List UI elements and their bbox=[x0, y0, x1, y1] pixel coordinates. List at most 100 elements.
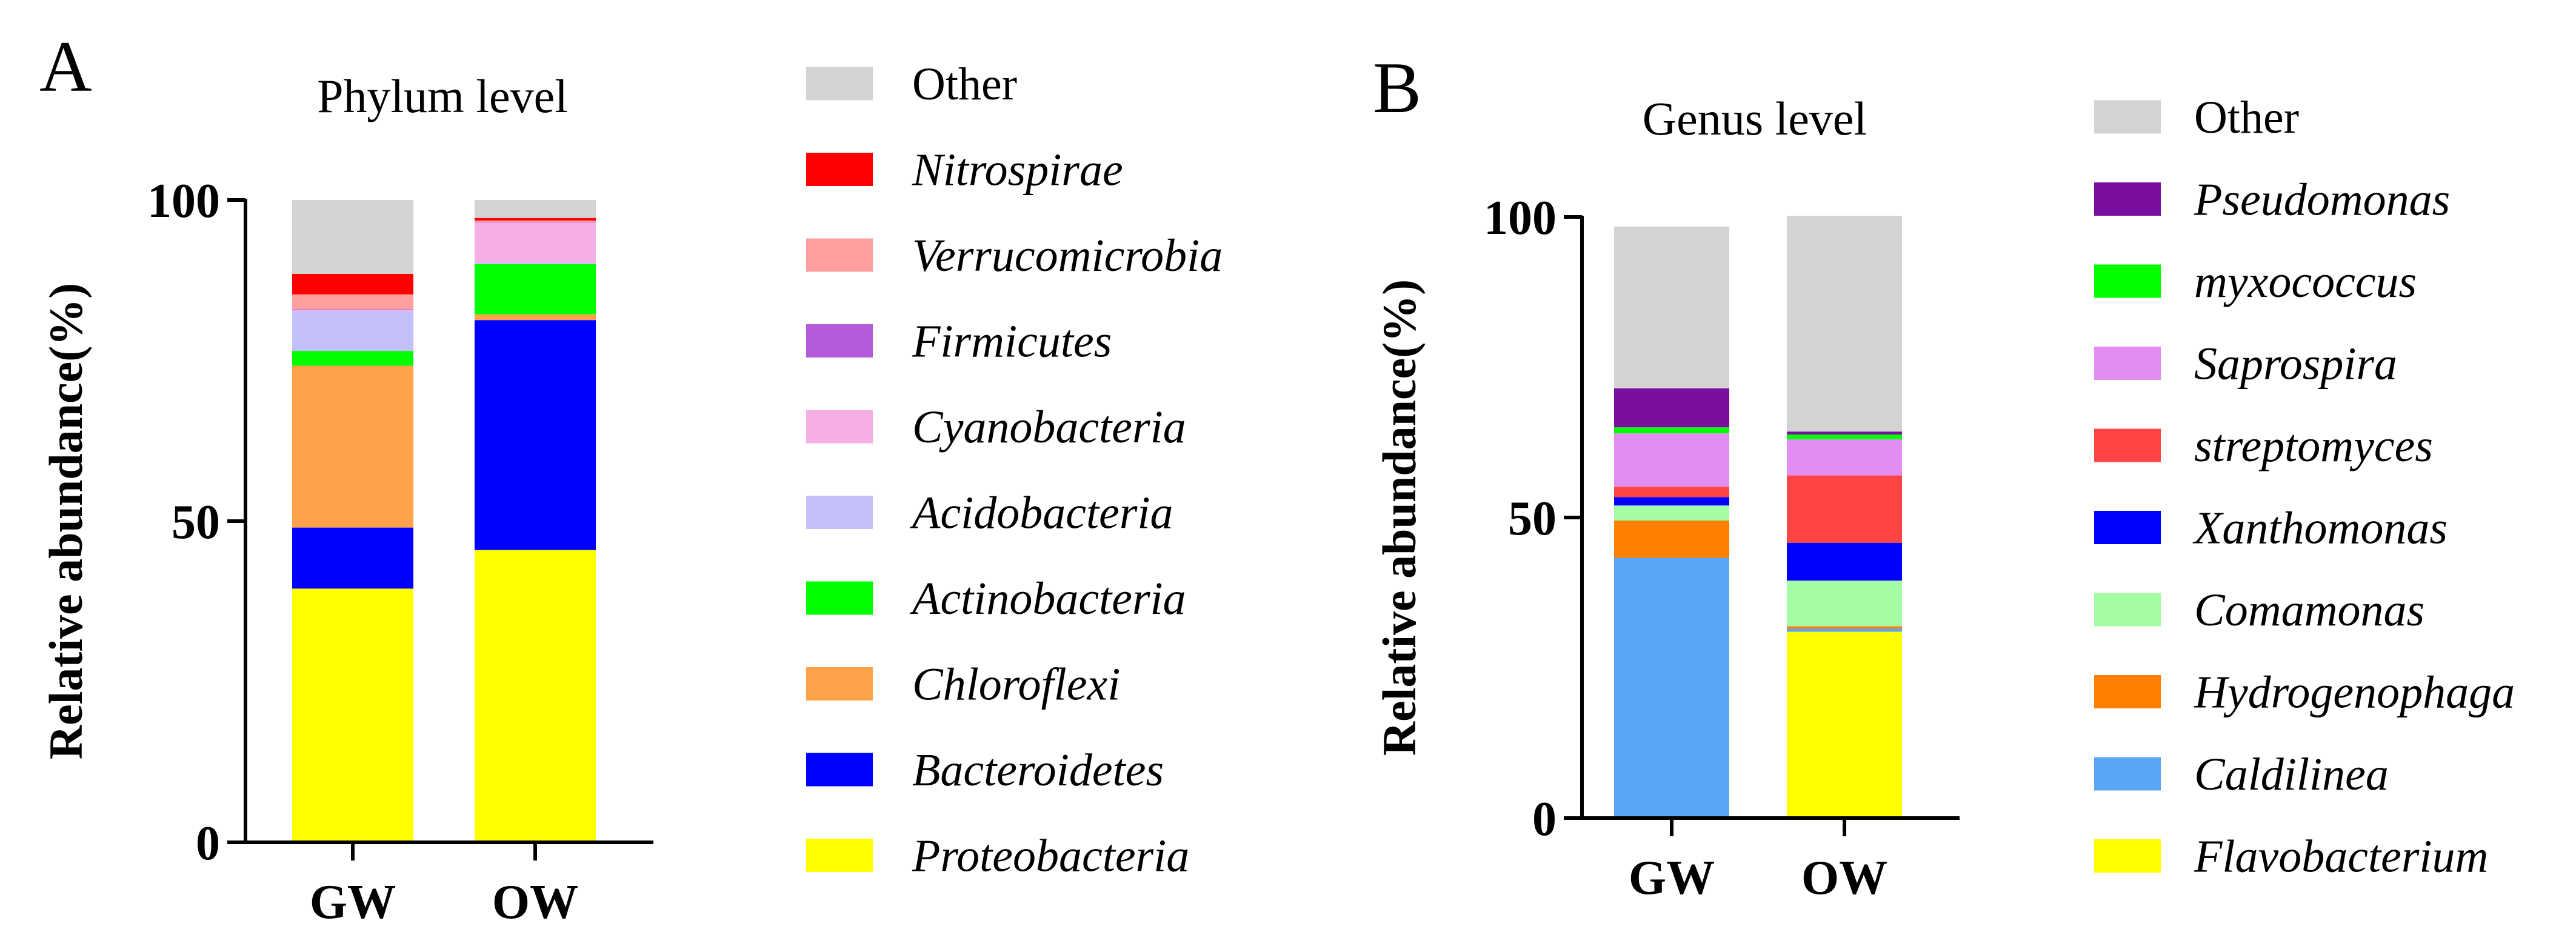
x-tick-label: OW bbox=[492, 876, 578, 929]
legend-item-actinobacteria: Actinobacteria bbox=[806, 573, 1186, 624]
y-tick-label: 0 bbox=[196, 817, 220, 870]
legend-swatch bbox=[2094, 593, 2161, 627]
bar-segment-gw-xanthomonas bbox=[1614, 497, 1729, 506]
legend-swatch bbox=[806, 410, 873, 444]
bar-segment-ow-other bbox=[475, 200, 596, 218]
bar-segment-gw-streptomyces bbox=[1614, 487, 1729, 498]
panel-letter: A bbox=[39, 26, 92, 107]
y-tick-label: 50 bbox=[172, 496, 220, 549]
legend-swatch bbox=[806, 67, 873, 101]
bar-segment-gw-myxococcus bbox=[1614, 427, 1729, 434]
legend-swatch bbox=[806, 153, 873, 186]
legend-swatch bbox=[2094, 100, 2161, 134]
legend-item-xanthomonas: Xanthomonas bbox=[2094, 503, 2448, 554]
legend-label: Caldilinea bbox=[2194, 749, 2389, 800]
legend-item-comamonas: Comamonas bbox=[2094, 585, 2424, 636]
legend-swatch bbox=[2094, 675, 2161, 708]
bar-segment-ow-myxococcus bbox=[1787, 434, 1902, 440]
legend-label: Xanthomonas bbox=[2192, 503, 2448, 554]
chart-panel-a: A Phylum level Relative abundance(%) GW OW 0 5… bbox=[39, 26, 1223, 929]
legend-label: Proteobacteria bbox=[912, 831, 1189, 882]
legend-label: Cyanobacteria bbox=[912, 402, 1186, 453]
bar-segment-ow-proteobacteria bbox=[475, 550, 596, 842]
y-tick-label: 0 bbox=[1532, 793, 1557, 846]
legend-label: Other bbox=[912, 59, 1017, 110]
bar-segment-ow-comamonas bbox=[1787, 581, 1902, 627]
legend-item-cyanobacteria: Cyanobacteria bbox=[806, 402, 1186, 453]
bar-segment-ow-actinobacteria bbox=[475, 264, 596, 315]
bar-segment-gw-actinobacteria bbox=[292, 351, 413, 366]
bar-segment-gw-comamonas bbox=[1614, 505, 1729, 521]
y-tick-label: 50 bbox=[1508, 492, 1557, 545]
legend-item-pseudomonas: Pseudomonas bbox=[2094, 175, 2450, 225]
bar-segment-gw-acidobacteria bbox=[292, 311, 413, 351]
bar-segment-gw-other bbox=[1614, 226, 1729, 388]
legend-item-flavobacterium: Flavobacterium bbox=[2094, 831, 2488, 882]
legend-item-nitrospirae: Nitrospirae bbox=[806, 145, 1123, 196]
panel-letter: B bbox=[1373, 47, 1421, 128]
bar-segment-gw-cyanobacteria bbox=[292, 310, 413, 311]
legend-swatch bbox=[806, 581, 873, 615]
legend-label: Other bbox=[2194, 92, 2299, 143]
legend-item-caldilinea: Caldilinea bbox=[2094, 749, 2389, 800]
legend-swatch bbox=[806, 667, 873, 701]
legend-swatch bbox=[806, 753, 873, 787]
bar-segment-gw-caldilinea bbox=[1614, 558, 1729, 817]
legend-label: Hydrogenophaga bbox=[2194, 667, 2515, 718]
bar-segment-ow-nitrospirae bbox=[475, 218, 596, 221]
bar-segment-gw-nitrospirae bbox=[292, 273, 413, 295]
y-axis-label: Relative abundance(%) bbox=[39, 283, 92, 759]
legend-item-streptomyces: streptomyces bbox=[2094, 421, 2433, 471]
x-tick-label: GW bbox=[310, 876, 396, 929]
bar-segment-ow-verrucomicrobia bbox=[475, 220, 596, 222]
bar-segment-gw-bacteroidetes bbox=[292, 527, 413, 589]
legend-swatch bbox=[2094, 428, 2161, 462]
legend-swatch bbox=[2094, 839, 2161, 873]
legend-item-saprospira: Saprospira bbox=[2094, 339, 2397, 390]
legend-item-other: Other bbox=[2094, 92, 2299, 143]
legend-item-other: Other bbox=[806, 59, 1017, 110]
x-tick-label: GW bbox=[1629, 851, 1715, 905]
bar-segment-gw-saprospira bbox=[1614, 433, 1729, 487]
legend-swatch bbox=[806, 324, 873, 358]
legend-label: Pseudomonas bbox=[2194, 175, 2450, 225]
bar-segment-gw-proteobacteria bbox=[292, 588, 413, 842]
chart-title: Phylum level bbox=[317, 70, 568, 122]
legend: Other Pseudomonas myxococcus Saprospira stre… bbox=[2094, 92, 2515, 882]
legend-swatch bbox=[806, 238, 873, 272]
bar-segment-ow-other bbox=[1787, 216, 1902, 432]
bar-segment-gw-verrucomicrobia bbox=[292, 294, 413, 310]
bar-segment-gw-firmicutes bbox=[292, 309, 413, 310]
y-tick-label: 100 bbox=[147, 175, 220, 228]
bar-segment-ow-flavobacterium bbox=[1787, 631, 1902, 818]
bar-segment-ow-pseudomonas bbox=[1787, 431, 1902, 435]
bar-segment-ow-bacteroidetes bbox=[475, 320, 596, 550]
bar-segment-gw-hydrogenophaga bbox=[1614, 520, 1729, 558]
legend-label: myxococcus bbox=[2194, 256, 2417, 307]
legend-swatch bbox=[2094, 264, 2161, 298]
legend-label: Comamonas bbox=[2194, 585, 2424, 636]
legend-item-chloroflexi: Chloroflexi bbox=[806, 659, 1120, 710]
legend-swatch bbox=[806, 496, 873, 529]
legend-item-acidobacteria: Acidobacteria bbox=[806, 488, 1173, 539]
x-tick-label: OW bbox=[1801, 851, 1887, 905]
legend-item-myxococcus: myxococcus bbox=[2094, 256, 2417, 307]
legend-swatch bbox=[806, 839, 873, 872]
legend-item-firmicutes: Firmicutes bbox=[806, 316, 1112, 367]
y-tick-label: 100 bbox=[1484, 191, 1557, 245]
legend-label: Firmicutes bbox=[912, 316, 1112, 367]
legend-swatch bbox=[2094, 757, 2161, 791]
bar-segment-gw-other bbox=[292, 200, 413, 274]
bar-segment-ow-acidobacteria bbox=[475, 262, 596, 264]
legend-label: Chloroflexi bbox=[912, 659, 1120, 710]
legend: Other Nitrospirae Verrucomicrobia Firmicute… bbox=[806, 59, 1223, 882]
bar-segment-ow-caldilinea bbox=[1787, 628, 1902, 632]
legend-item-hydrogenophaga: Hydrogenophaga bbox=[2094, 667, 2515, 718]
bar-segment-ow-hydrogenophaga bbox=[1787, 626, 1902, 629]
bar-segment-ow-chloroflexi bbox=[475, 314, 596, 321]
legend-swatch bbox=[2094, 511, 2161, 544]
bar-segment-gw-chloroflexi bbox=[292, 365, 413, 528]
legend-item-bacteroidetes: Bacteroidetes bbox=[806, 745, 1164, 796]
